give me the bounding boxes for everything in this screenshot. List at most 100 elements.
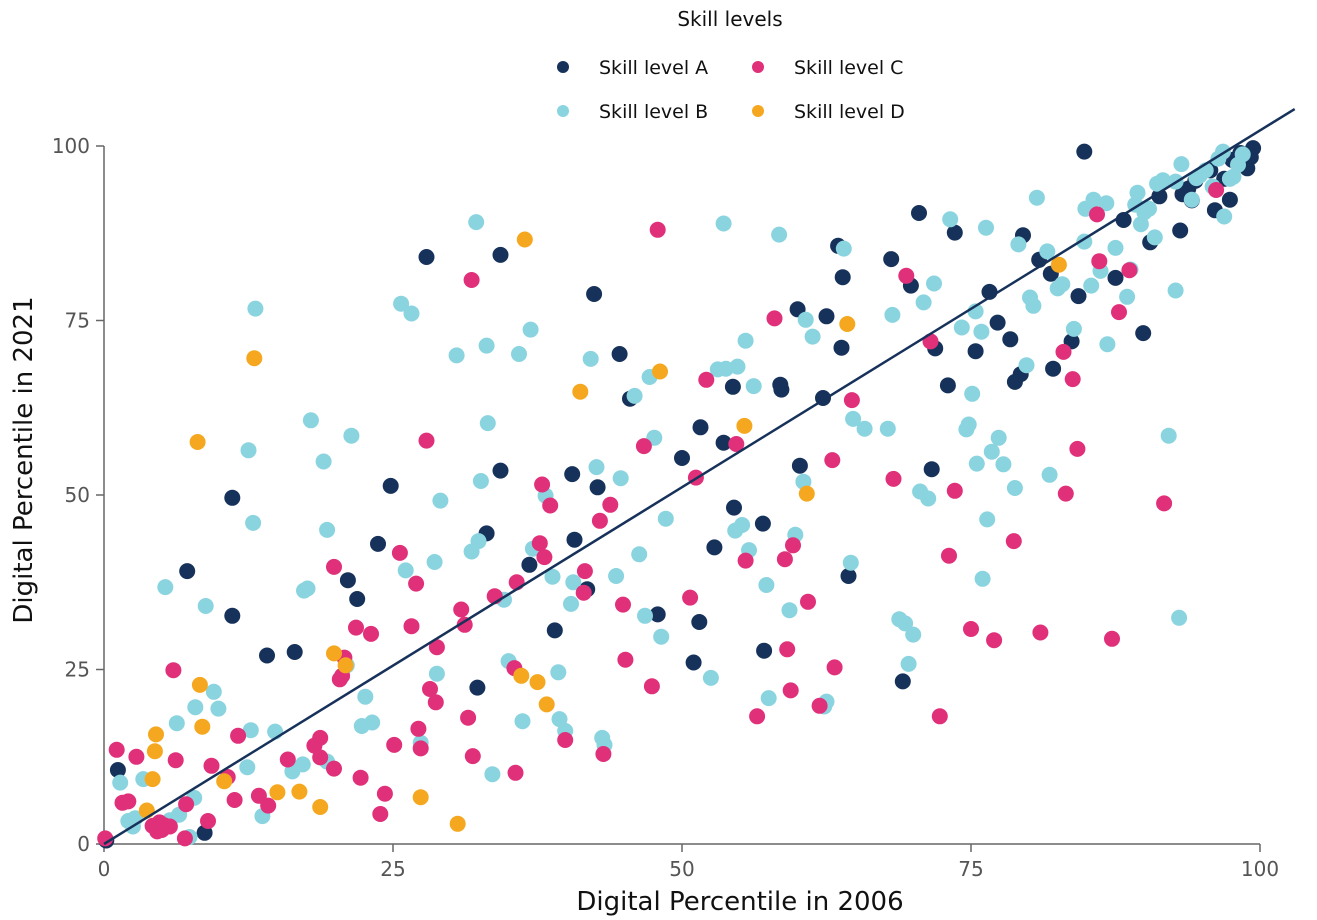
point-skill-level-b [1041,466,1058,483]
point-skill-level-c [885,470,902,487]
point-skill-level-c [643,678,660,695]
point-skill-level-b [403,305,420,322]
x-tick-label: 0 [98,857,111,881]
point-skill-level-a [564,466,581,483]
point-skill-level-d [449,815,466,832]
point-skill-level-c [843,392,860,409]
point-skill-level-b [995,456,1012,473]
point-skill-level-b [1065,320,1082,337]
point-skill-level-a [967,343,984,360]
point-skill-level-a [1076,143,1093,160]
point-skill-level-b [511,346,527,362]
point-skill-level-b [565,574,582,591]
point-skill-level-c [776,551,793,568]
point-skill-level-c [456,616,473,633]
point-skill-level-a [339,572,356,589]
point-skill-level-b [1167,282,1184,299]
point-skill-level-a [989,314,1006,331]
point-skill-level-c [824,452,841,469]
point-skill-level-b [960,416,977,433]
point-skill-level-d [798,485,815,502]
point-skill-level-b [247,300,264,317]
legend-item-skill-level-a: Skill level A [557,57,708,79]
point-skill-level-c [737,552,754,569]
point-skill-level-b [781,602,798,619]
point-skill-level-c [557,732,574,748]
point-skill-level-b [1025,297,1042,314]
point-skill-level-c [97,830,114,847]
point-skill-level-b [357,688,374,705]
point-skill-level-a [818,308,835,325]
point-skill-level-a [179,563,196,580]
point-skill-level-d [538,696,555,713]
point-skill-level-b [897,615,914,632]
point-skill-level-d [326,645,342,662]
point-skill-level-b [299,580,316,597]
point-skill-level-b [544,568,561,585]
point-skill-level-b [631,546,648,563]
point-skill-level-c [108,741,125,758]
point-skill-level-b [1141,200,1157,217]
point-skill-level-b [393,295,410,312]
point-skill-level-b [979,511,996,528]
point-skill-level-c [326,760,342,777]
point-skill-level-c [1121,262,1138,279]
point-skill-level-b [974,570,991,587]
point-skill-level-b [112,774,129,791]
point-skill-level-a [566,531,583,548]
point-skill-level-b [797,311,814,328]
point-skill-level-d [189,434,206,450]
point-skill-level-b [942,211,959,228]
point-skill-level-c [785,537,801,554]
point-skill-level-a [382,477,399,494]
y-axis-ticks: 0 25 50 75 100 [52,134,104,856]
point-skill-level-c [534,476,551,493]
y-axis: 0 25 50 75 100 Digital Percentile in 2021 [9,134,105,856]
point-skill-level-a [946,224,963,241]
point-skill-level-d [513,667,530,684]
point-skill-level-c [602,496,619,513]
point-skill-level-c [460,709,477,726]
y-tick-label: 50 [65,483,90,507]
point-skill-level-d [191,676,208,693]
point-skill-level-b [1173,156,1190,173]
point-skill-level-b [157,579,174,596]
point-skill-level-c [728,436,745,452]
reference-line [103,107,1296,846]
y-tick-label: 25 [65,658,90,682]
point-skill-level-b [484,766,501,783]
point-skill-level-b [563,595,579,612]
point-skill-level-b [729,358,746,375]
x-axis: 0 25 50 75 100 Digital Percentile in 2006 [98,843,1279,917]
point-skill-level-c [1208,182,1225,198]
point-skill-level-c [312,749,329,766]
point-skill-level-c [1089,206,1105,223]
point-skill-level-b [842,554,859,571]
point-skill-level-b [448,347,465,364]
point-skill-level-c [422,681,438,697]
legend-marker-skill-level-d [752,105,764,117]
point-skill-level-b [879,420,896,437]
point-skill-level-b [1006,480,1023,496]
point-skill-level-a [1107,269,1124,286]
point-skill-level-a [521,556,538,573]
point-skill-level-a [589,479,606,496]
point-skill-level-c [649,221,666,238]
point-skill-level-b [905,626,922,643]
point-skill-level-b [920,490,937,507]
point-skill-level-a [754,515,771,532]
point-skill-level-a [546,622,563,639]
point-skill-level-b [1039,243,1056,260]
point-skill-level-a [791,457,808,474]
point-skill-level-a [726,499,742,516]
point-skill-level-b [302,412,319,429]
point-skill-level-c [453,601,470,618]
point-skill-level-c [463,272,480,288]
point-skill-level-b [926,275,942,292]
legend-item-skill-level-d: Skill level D [752,101,905,123]
point-skill-level-c [386,736,403,753]
point-skill-level-c [279,751,296,768]
point-skill-level-b [835,240,852,257]
point-skill-level-b [758,577,775,593]
point-skill-level-b [1146,229,1163,246]
